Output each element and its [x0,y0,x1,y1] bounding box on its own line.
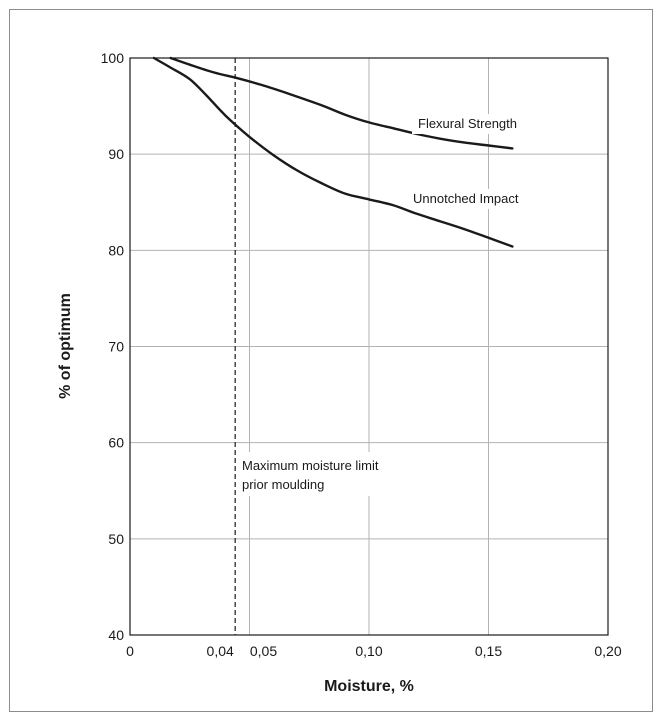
series-label-impact: Unnotched Impact [413,191,519,206]
x-tick-label: 0,20 [594,643,621,659]
y-tick-label: 60 [108,435,124,451]
y-tick-label: 40 [108,627,124,643]
y-tick-label: 90 [108,146,124,162]
x-tick-label: 0,10 [355,643,382,659]
y-tick-label: 70 [108,339,124,355]
x-tick-label: 0,05 [250,643,277,659]
plot-border [129,57,609,636]
annotation-line-2: prior moulding [242,477,324,492]
y-tick-label: 80 [108,242,124,258]
y-tick-label: 50 [108,531,124,547]
x-tick-label: 0,04 [207,643,234,659]
series-layer [152,56,514,248]
annotation-mask [236,452,404,496]
x-tick-label: 0 [126,643,134,659]
grid-layer [130,58,608,635]
series-label-flexural: Flexural Strength [418,116,517,131]
series-label-mask-flexural [412,114,532,134]
annotation-line-1: Maximum moisture limit [242,458,379,473]
tick-label-layer: 40 50 60 70 80 90 100 0 0,04 0,05 0,10 0,15 0,20 [101,50,622,659]
x-axis-title: Moisture, % [324,678,414,695]
x-tick-label: 0,15 [475,643,502,659]
y-tick-label: 100 [101,50,125,66]
chart-frame [9,9,653,712]
y-axis-title: % of optimum [57,293,74,399]
series-label-mask-impact [408,189,532,209]
series-line-unnotched-impact [152,56,514,248]
series-line-flexural-strength [169,56,514,150]
